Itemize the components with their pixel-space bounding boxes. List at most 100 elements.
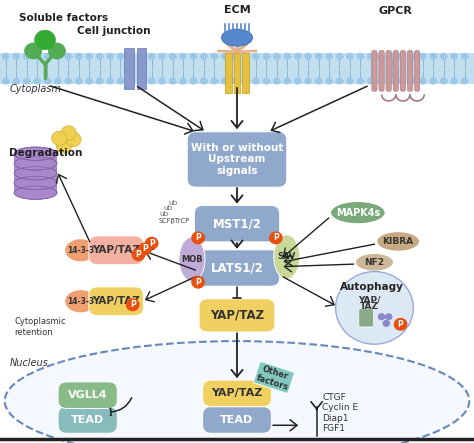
FancyBboxPatch shape	[393, 51, 398, 91]
Text: P: P	[195, 233, 201, 242]
FancyBboxPatch shape	[194, 206, 280, 242]
FancyBboxPatch shape	[202, 407, 271, 433]
Circle shape	[127, 299, 139, 311]
FancyBboxPatch shape	[407, 51, 412, 91]
FancyBboxPatch shape	[187, 132, 287, 187]
Text: P: P	[398, 320, 403, 329]
FancyBboxPatch shape	[202, 380, 271, 407]
Circle shape	[117, 78, 124, 85]
Circle shape	[137, 78, 145, 85]
Circle shape	[61, 126, 76, 140]
Circle shape	[12, 78, 20, 85]
Circle shape	[409, 53, 416, 60]
Circle shape	[85, 78, 93, 85]
Text: Cytoplasmic
retention: Cytoplasmic retention	[14, 317, 66, 337]
Text: CTGF
Cyclin E
Diap1
FGF1: CTGF Cyclin E Diap1 FGF1	[322, 393, 358, 433]
Circle shape	[294, 78, 301, 85]
Circle shape	[273, 53, 281, 60]
Circle shape	[450, 53, 458, 60]
Text: Cell junction: Cell junction	[77, 26, 151, 36]
Text: YAP/TAZ: YAP/TAZ	[92, 245, 140, 255]
Text: Autophagy: Autophagy	[340, 282, 404, 292]
Circle shape	[440, 53, 447, 60]
Circle shape	[48, 43, 65, 59]
Circle shape	[127, 78, 135, 85]
FancyBboxPatch shape	[400, 51, 405, 91]
Ellipse shape	[65, 290, 96, 312]
Circle shape	[2, 78, 9, 85]
Circle shape	[54, 53, 62, 60]
Circle shape	[106, 53, 114, 60]
Circle shape	[242, 53, 249, 60]
FancyBboxPatch shape	[124, 48, 134, 89]
Circle shape	[137, 53, 145, 60]
Circle shape	[450, 78, 458, 85]
Circle shape	[221, 53, 228, 60]
Circle shape	[461, 53, 468, 60]
Circle shape	[85, 53, 93, 60]
Circle shape	[263, 78, 270, 85]
Ellipse shape	[377, 232, 419, 251]
FancyBboxPatch shape	[199, 299, 275, 332]
Circle shape	[356, 78, 364, 85]
Text: 14-3-3: 14-3-3	[67, 297, 94, 306]
Text: 14-3-3: 14-3-3	[67, 246, 94, 255]
Circle shape	[75, 78, 82, 85]
Text: NF2: NF2	[365, 258, 384, 267]
Circle shape	[190, 53, 197, 60]
FancyBboxPatch shape	[359, 309, 374, 327]
Text: LATS1/2: LATS1/2	[210, 261, 264, 275]
Circle shape	[106, 78, 114, 85]
Text: P: P	[149, 239, 155, 248]
Text: SAV: SAV	[278, 253, 296, 261]
Circle shape	[12, 53, 20, 60]
Circle shape	[96, 78, 103, 85]
Circle shape	[192, 276, 204, 288]
Ellipse shape	[5, 341, 469, 443]
Text: YAP/TAZ: YAP/TAZ	[211, 389, 263, 398]
Ellipse shape	[331, 202, 385, 224]
Circle shape	[336, 78, 343, 85]
Circle shape	[377, 78, 385, 85]
Circle shape	[210, 78, 218, 85]
Ellipse shape	[273, 235, 300, 279]
Circle shape	[23, 78, 30, 85]
Circle shape	[263, 53, 270, 60]
Circle shape	[75, 53, 82, 60]
Text: GPCR: GPCR	[379, 6, 413, 16]
FancyBboxPatch shape	[225, 53, 232, 93]
Circle shape	[429, 53, 437, 60]
Ellipse shape	[14, 157, 57, 170]
Circle shape	[419, 78, 427, 85]
Circle shape	[33, 53, 41, 60]
Circle shape	[231, 78, 239, 85]
Ellipse shape	[14, 147, 57, 160]
Circle shape	[221, 78, 228, 85]
Circle shape	[346, 53, 354, 60]
Circle shape	[252, 78, 260, 85]
FancyBboxPatch shape	[137, 48, 146, 89]
Circle shape	[148, 53, 155, 60]
Text: ub: ub	[159, 210, 168, 217]
Circle shape	[179, 78, 187, 85]
Circle shape	[23, 53, 30, 60]
Circle shape	[146, 237, 158, 249]
Circle shape	[315, 53, 322, 60]
Circle shape	[169, 53, 176, 60]
FancyBboxPatch shape	[386, 51, 391, 91]
Text: Other
factors: Other factors	[255, 363, 293, 392]
Circle shape	[96, 53, 103, 60]
Circle shape	[383, 320, 390, 327]
Circle shape	[394, 319, 407, 330]
Circle shape	[66, 132, 81, 147]
Circle shape	[388, 53, 395, 60]
Text: P: P	[142, 245, 148, 253]
Circle shape	[283, 53, 291, 60]
Text: MOB: MOB	[181, 255, 203, 264]
Circle shape	[325, 78, 333, 85]
Circle shape	[419, 53, 427, 60]
Text: YAP/TAZ: YAP/TAZ	[92, 296, 140, 306]
Circle shape	[52, 131, 67, 145]
Ellipse shape	[14, 167, 57, 180]
FancyBboxPatch shape	[194, 250, 280, 286]
